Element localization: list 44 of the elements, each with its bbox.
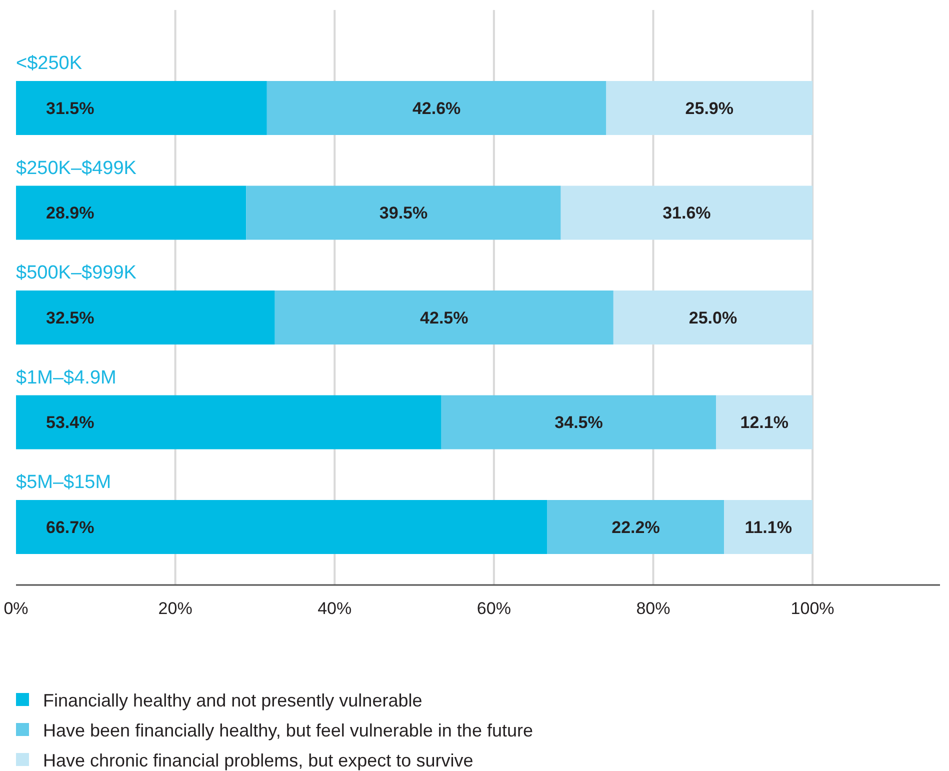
bar xyxy=(613,290,813,344)
legend-label: Financially healthy and not presently vulnerable xyxy=(43,690,422,710)
data-label: 25.9% xyxy=(685,98,734,118)
bar xyxy=(16,290,275,344)
bar xyxy=(16,186,246,240)
data-label: 32.5% xyxy=(46,308,94,328)
data-label: 31.5% xyxy=(46,98,94,118)
bar xyxy=(16,81,267,135)
bar xyxy=(16,500,548,554)
bar xyxy=(547,500,724,554)
data-label: 28.9% xyxy=(46,204,94,223)
x-tick-label: 0% xyxy=(4,599,28,618)
data-label: 42.6% xyxy=(412,98,461,118)
x-tick-label: 20% xyxy=(158,599,192,618)
bar xyxy=(606,81,813,135)
x-tick-label: 80% xyxy=(636,599,670,618)
x-tick-label: 60% xyxy=(476,599,511,618)
data-label: 12.1% xyxy=(740,413,788,432)
bar xyxy=(16,395,442,450)
x-tick-label: 40% xyxy=(318,599,352,618)
bar xyxy=(441,395,716,450)
bar xyxy=(724,500,813,554)
y-tick-label: $250K–$499K xyxy=(16,158,137,179)
bar xyxy=(716,395,813,450)
y-tick-label: <$250K xyxy=(16,53,82,74)
bar xyxy=(274,290,614,344)
legend-label: Have been financially healthy, but feel vulnerable in the future xyxy=(43,720,533,740)
y-tick-label: $1M–$4.9M xyxy=(16,367,116,388)
bar xyxy=(560,186,813,240)
data-label: 31.6% xyxy=(662,204,711,223)
bar xyxy=(246,186,561,240)
bar xyxy=(266,81,606,135)
data-label: 25.0% xyxy=(688,308,738,328)
data-label: 53.4% xyxy=(46,413,94,432)
data-label: 66.7% xyxy=(46,518,94,537)
data-label: 42.5% xyxy=(420,308,468,328)
x-tick-label: 100% xyxy=(790,599,834,618)
y-tick-label: $5M–$15M xyxy=(16,472,112,493)
data-label: 22.2% xyxy=(612,518,660,537)
y-tick-label: $500K–$999K xyxy=(16,262,137,284)
data-label: 39.5% xyxy=(379,204,428,223)
data-label: 11.1% xyxy=(744,518,792,537)
legend-label: Have chronic financial problems, but expect to survive xyxy=(43,750,474,770)
data-label: 34.5% xyxy=(554,413,603,432)
